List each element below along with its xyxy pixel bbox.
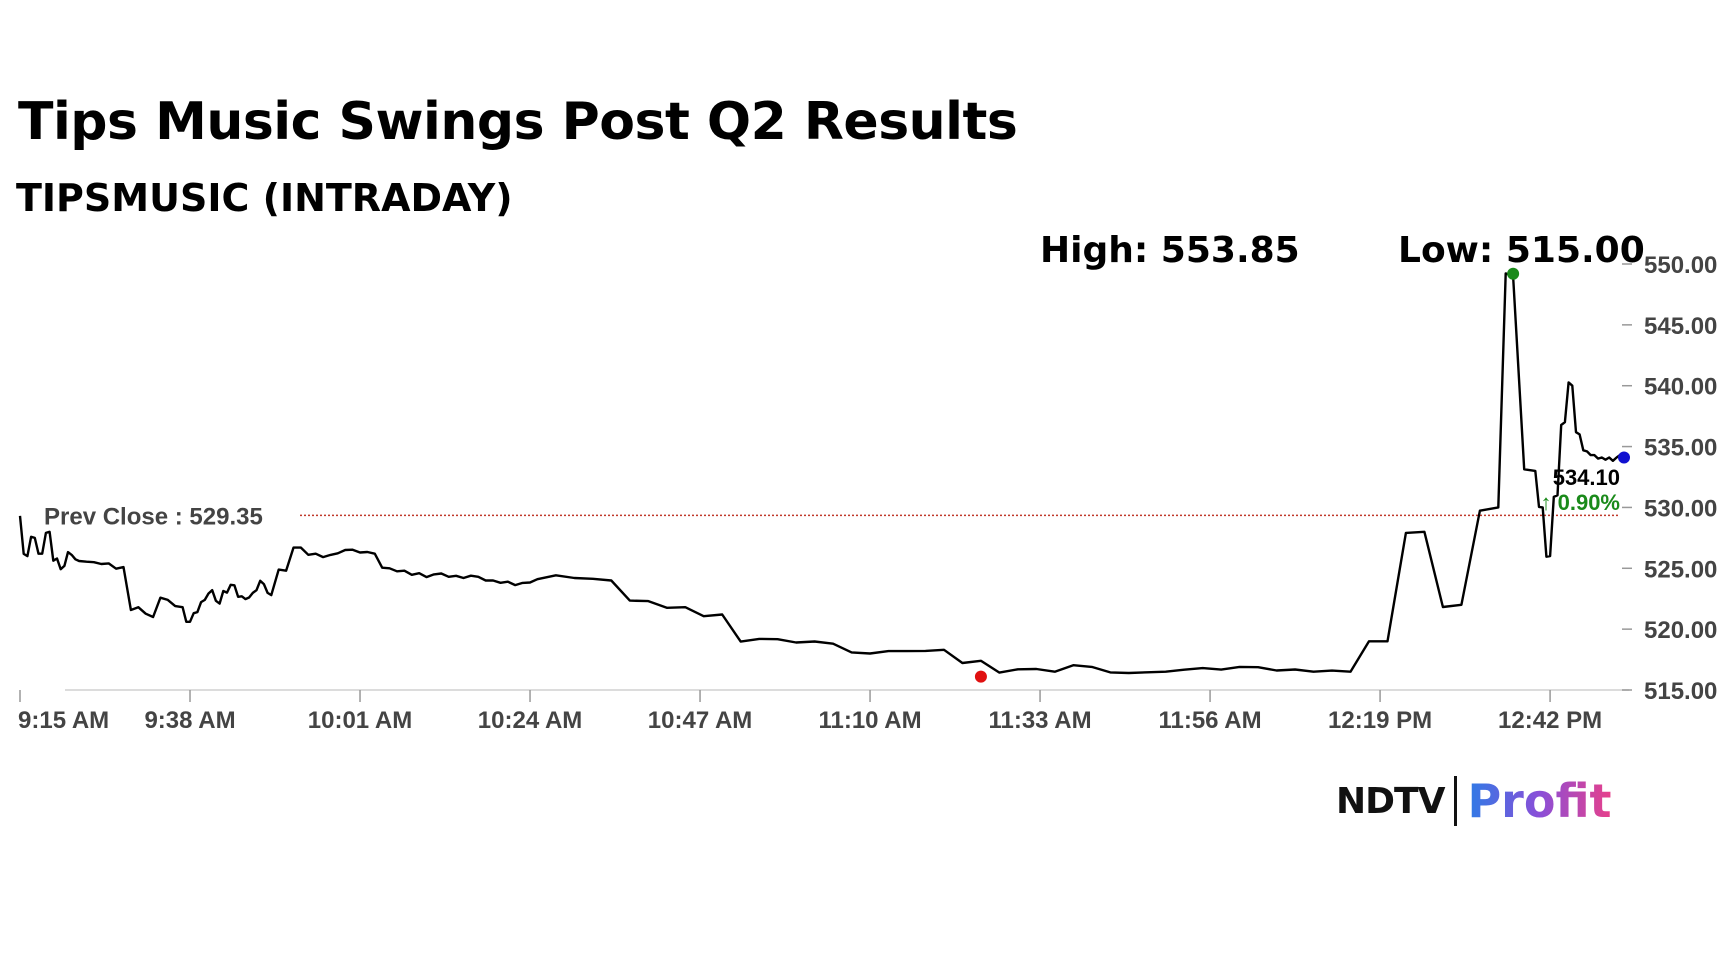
last-price-marker <box>1618 451 1630 464</box>
high-marker <box>1507 267 1520 280</box>
logo-ndtv-text: NDTV <box>1336 780 1445 822</box>
x-tick-label: 11:33 AM <box>988 707 1091 734</box>
x-axis: 9:15 AM 9:38 AM 10:01 AM 10:24 AM 10:47 AM 11… <box>18 690 1602 734</box>
x-tick-label: 11:10 AM <box>818 707 921 734</box>
low-stat: Low: 515.00 <box>1398 230 1645 271</box>
x-tick-label: 10:01 AM <box>308 707 412 734</box>
y-tick-label: 525.00 <box>1644 556 1717 583</box>
y-tick-label: 535.00 <box>1644 435 1717 462</box>
y-tick-label: 545.00 <box>1644 313 1717 340</box>
x-tick-label: 9:38 AM <box>144 707 235 734</box>
prev-close-group: Prev Close : 529.35 <box>44 503 1620 530</box>
y-tick-label: 515.00 <box>1644 678 1717 705</box>
y-axis: 550.00 545.00 540.00 535.00 530.00 525.00 520.… <box>65 252 1717 705</box>
logo-divider <box>1454 776 1458 826</box>
markers-group: 534.10↑ 0.90% <box>974 267 1630 683</box>
series-group <box>18 272 1625 675</box>
x-tick-label: 10:24 AM <box>478 707 582 734</box>
high-stat: High: 553.85 <box>1040 230 1300 271</box>
y-tick-label: 530.00 <box>1644 495 1717 522</box>
x-tick-label: 12:19 PM <box>1328 707 1432 734</box>
y-tick-label: 520.00 <box>1644 617 1717 644</box>
ndtv-profit-logo: NDTV Profit <box>1336 773 1612 829</box>
low-marker <box>974 670 987 683</box>
change-percent-label: ↑ 0.90% <box>1541 490 1621 515</box>
chart-subtitle: TIPSMUSIC (INTRADAY) <box>16 176 513 220</box>
chart-title: Tips Music Swings Post Q2 Results <box>18 92 1018 152</box>
y-tick-label: 550.00 <box>1644 252 1717 279</box>
prev-close-label: Prev Close : 529.35 <box>44 503 263 530</box>
x-tick-label: 11:56 AM <box>1158 707 1261 734</box>
logo-profit-text: Profit <box>1467 774 1612 828</box>
x-tick-label: 9:15 AM <box>18 707 109 734</box>
x-tick-label: 12:42 PM <box>1498 707 1602 734</box>
y-tick-label: 540.00 <box>1644 374 1717 401</box>
last-price-label: 534.10 <box>1553 465 1620 490</box>
price-line <box>18 272 1625 675</box>
x-tick-label: 10:47 AM <box>648 707 752 734</box>
